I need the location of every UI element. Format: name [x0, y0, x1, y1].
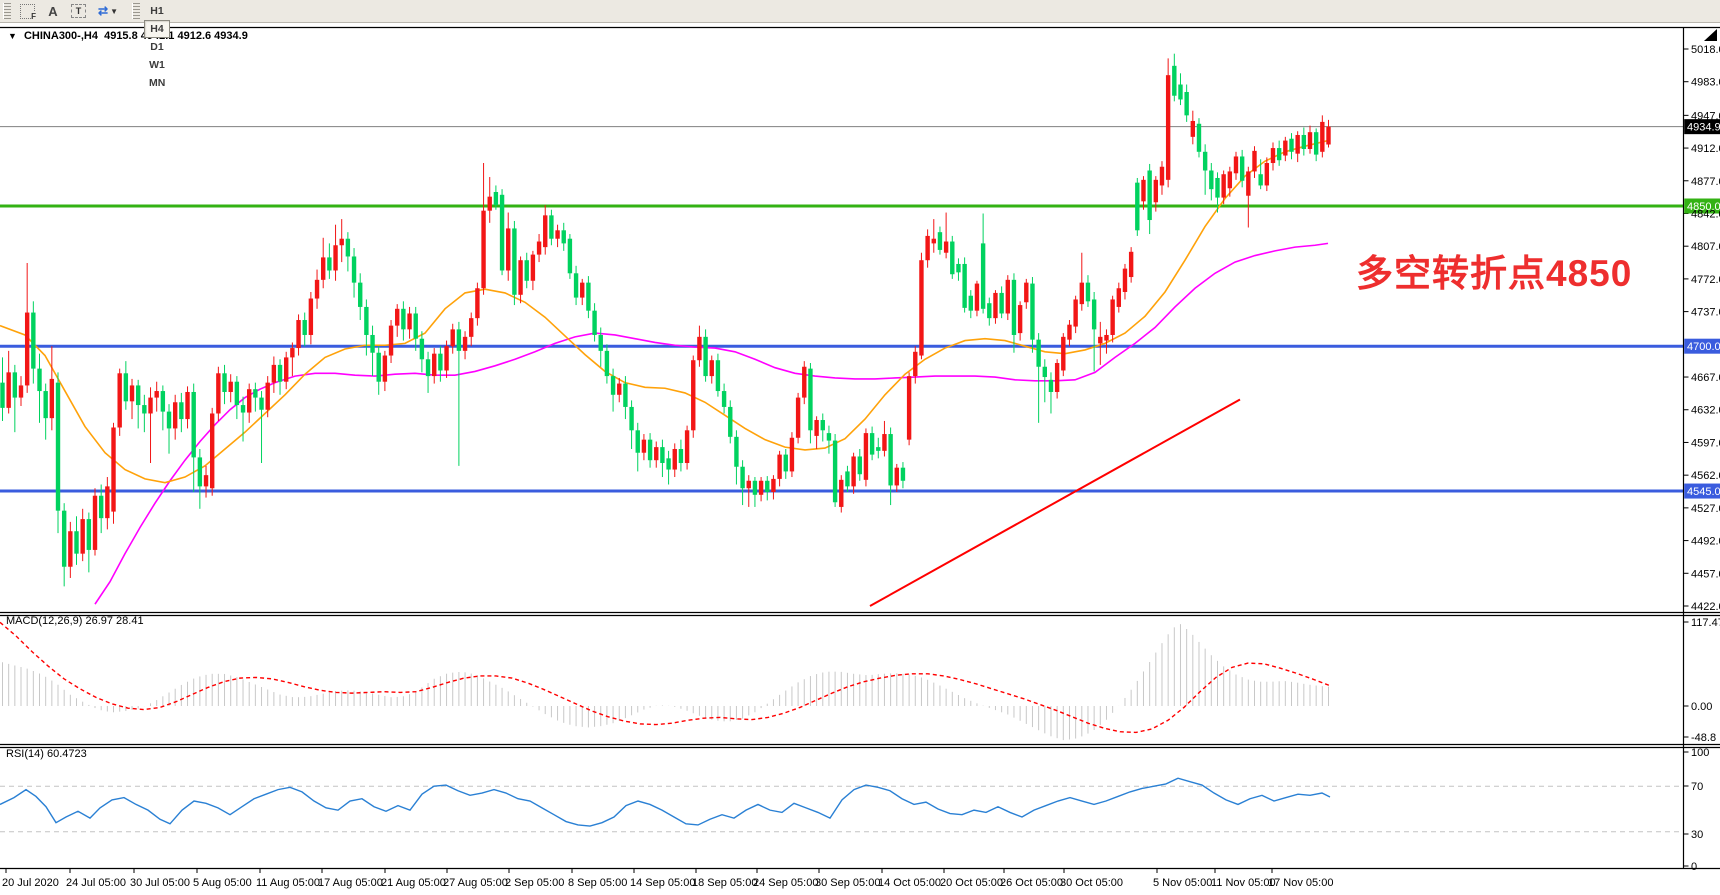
time-tick-label: 18 Sep 05:00 [692, 877, 757, 889]
text-frame-icon: T [71, 4, 86, 18]
time-tick-label: 24 Jul 05:00 [66, 877, 126, 889]
price-tick-label: 4562.0 [1691, 470, 1720, 482]
price-badge-label: 4700.0 [1687, 341, 1720, 353]
chart-annotation-text: 多空转折点4850 [1356, 253, 1633, 294]
price-tick-label: 4737.0 [1691, 307, 1720, 319]
time-tick-label: 8 Sep 05:00 [568, 877, 627, 889]
chart-tool-f-icon: F [20, 3, 36, 21]
time-tick-label: 24 Sep 05:00 [753, 877, 818, 889]
symbol-name: CHINA300-,H4 [23, 30, 98, 42]
price-tick-label: 4877.0 [1691, 176, 1720, 188]
text-a-button[interactable]: A [42, 2, 64, 20]
price-tick-label: 4527.0 [1691, 503, 1720, 515]
time-tick-label: 17 Nov 05:00 [1268, 877, 1333, 889]
macd-indicator-label: MACD(12,26,9) 26.97 28.41 [6, 615, 144, 627]
panel-borders [0, 26, 1720, 870]
time-tick-label: 2 Sep 05:00 [505, 877, 564, 889]
macd-scale-label: -48.8 [1691, 732, 1716, 744]
horizontal-level-lines [0, 126, 1683, 493]
dropdown-caret-icon: ▼ [110, 6, 118, 16]
main-toolbar: F A T ⇄ ▼ M1M5M15M30H1H4D1W1MN [0, 0, 1720, 89]
candles[interactable] [0, 53, 1331, 587]
time-tick-label: 11 Aug 05:00 [256, 877, 320, 889]
ma-slow-line[interactable] [94, 242, 1329, 605]
price-tick-label: 5018.0 [1691, 44, 1720, 56]
timeframe-button-d1[interactable]: D1 [144, 38, 170, 56]
price-badge-4545.0 [1684, 483, 1720, 499]
rsi-panel [0, 777, 1683, 833]
symbol-ohlc-values: 4915.8 4942.1 4912.6 4934.9 [104, 30, 248, 42]
time-tick-label: 20 Jul 2020 [2, 877, 59, 889]
chart-tool-f-button[interactable]: F [15, 2, 40, 21]
time-axis [5, 869, 1273, 873]
price-badge-4850.0 [1684, 198, 1720, 214]
rsi-line[interactable] [0, 777, 1331, 827]
chart-title: ▼ CHINA300-,H4 4915.8 4942.1 4912.6 4934… [8, 30, 248, 42]
timeframe-button-group: M1M5M15M30H1H4D1W1MN [143, 0, 175, 92]
text-a-icon: A [48, 3, 58, 19]
macd-signal-line[interactable] [0, 621, 1331, 734]
rsi-scale-label: 0 [1691, 861, 1697, 873]
price-tick-label: 4772.0 [1691, 274, 1720, 286]
cycle-arrows-button[interactable]: ⇄ ▼ [93, 2, 123, 20]
time-tick-label: 30 Jul 05:00 [130, 877, 190, 889]
price-tick-label: 4947.0 [1691, 110, 1720, 122]
time-tick-label: 21 Aug 05:00 [381, 877, 446, 889]
price-badge-label: 4850.0 [1687, 201, 1720, 213]
price-tick-label: 4632.0 [1691, 405, 1720, 417]
price-tick-label: 4842.0 [1691, 208, 1720, 220]
time-tick-label: 20 Oct 05:00 [940, 877, 1003, 889]
rsi-scale-label: 30 [1691, 829, 1703, 841]
macd-scale-label: 0.00 [1691, 701, 1712, 713]
timeframe-button-mn[interactable]: MN [144, 74, 170, 92]
price-tick-label: 4492.0 [1691, 536, 1720, 548]
price-tick-label: 4807.0 [1691, 241, 1720, 253]
timeframe-button-h4[interactable]: H4 [143, 20, 170, 38]
macd-scale-label: 117.47 [1691, 617, 1720, 629]
time-tick-label: 27 Aug 05:00 [443, 877, 508, 889]
price-tick-label: 4597.0 [1691, 437, 1720, 449]
time-tick-label: 14 Sep 05:00 [630, 877, 695, 889]
price-axis [1683, 48, 1720, 607]
time-tick-label: 17 Aug 05:00 [318, 877, 383, 889]
price-tick-label: 4912.0 [1691, 143, 1720, 155]
ma-fast-line[interactable] [0, 139, 1329, 484]
price-badge-4700.0 [1684, 338, 1720, 354]
price-tick-label: 4422.0 [1691, 601, 1720, 613]
price-badge-label: 4545.0 [1687, 486, 1720, 498]
rsi-scale-label: 100 [1691, 747, 1709, 759]
macd-panel [0, 621, 1331, 741]
time-tick-label: 30 Oct 05:00 [1060, 877, 1123, 889]
price-badge-4934.9 [1684, 119, 1720, 135]
chart-shift-marker[interactable] [1704, 29, 1717, 41]
trendline[interactable] [869, 398, 1241, 607]
rsi-indicator-label: RSI(14) 60.4723 [6, 748, 87, 760]
time-tick-label: 5 Aug 05:00 [193, 877, 252, 889]
timeframe-button-w1[interactable]: W1 [144, 56, 170, 74]
cycle-arrows-icon: ⇄ [98, 4, 109, 18]
time-tick-label: 30 Sep 05:00 [815, 877, 880, 889]
rsi-scale-label: 70 [1691, 781, 1703, 793]
timeframe-button-h1[interactable]: H1 [144, 2, 170, 20]
price-badge-label: 4934.9 [1687, 122, 1720, 134]
toolbar-drag-handle[interactable] [131, 3, 140, 19]
toolbar-drag-handle[interactable] [3, 3, 11, 19]
price-tick-label: 4983.0 [1691, 77, 1720, 89]
time-tick-label: 14 Oct 05:00 [878, 877, 941, 889]
time-tick-label: 5 Nov 05:00 [1153, 877, 1212, 889]
price-tick-label: 4667.0 [1691, 372, 1720, 384]
text-frame-button[interactable]: T [66, 2, 91, 20]
chart-dropdown-icon[interactable]: ▼ [8, 31, 17, 41]
price-tick-label: 4457.0 [1691, 568, 1720, 580]
time-tick-label: 11 Nov 05:00 [1211, 877, 1276, 889]
time-tick-label: 26 Oct 05:00 [1000, 877, 1063, 889]
